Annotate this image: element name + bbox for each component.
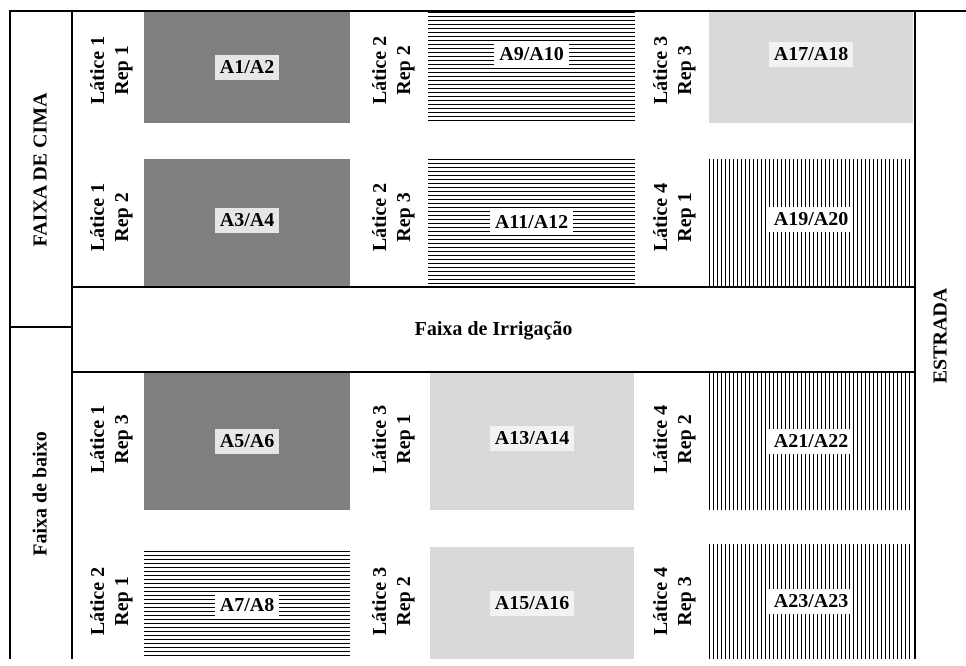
- irrigation-band-label: Faixa de Irrigação: [414, 318, 573, 340]
- plot-a7-a8: A7/A8: [144, 551, 350, 659]
- plot-a9-a10: A9/A10: [428, 12, 635, 123]
- plot-label: A3/A4: [214, 208, 280, 233]
- plot-label: A11/A12: [489, 210, 574, 235]
- plot-a23-a23: A23/A23: [709, 544, 913, 659]
- plot-label: A5/A6: [214, 429, 280, 454]
- latice-rep-label: Látice 1 Rep 3: [87, 404, 133, 474]
- plot-label: A13/A14: [489, 426, 575, 451]
- latice-rep-label: Látice 3 Rep 2: [369, 566, 415, 636]
- plot-label: A21/A22: [768, 429, 854, 454]
- left-column-divider: [9, 326, 73, 328]
- latice-rep-label: Látice 3 Rep 3: [650, 35, 696, 105]
- plot-a11-a12: A11/A12: [428, 159, 635, 286]
- latice-rep-label: Látice 4 Rep 1: [650, 182, 696, 252]
- latice-rep-label: Látice 2 Rep 2: [369, 35, 415, 105]
- plot-a15-a16: A15/A16: [430, 547, 634, 659]
- plot-a1-a2: A1/A2: [144, 12, 350, 123]
- plot-a19-a20: A19/A20: [709, 159, 913, 286]
- plot-label: A7/A8: [214, 592, 280, 618]
- plot-a21-a22: A21/A22: [709, 373, 913, 510]
- latice-rep-label: Látice 1 Rep 1: [87, 35, 133, 105]
- plot-a3-a4: A3/A4: [144, 159, 350, 286]
- latice-rep-label: Látice 4 Rep 3: [650, 566, 696, 636]
- latice-rep-label: Látice 3 Rep 1: [369, 404, 415, 474]
- frame-right-border: [914, 10, 916, 659]
- irrigation-band-top-border: [71, 286, 916, 288]
- plot-label: A17/A18: [768, 42, 854, 67]
- latice-rep-label: Látice 2 Rep 1: [87, 566, 133, 636]
- frame-left-border: [9, 10, 11, 659]
- plot-label: A19/A20: [768, 207, 854, 232]
- irrigation-band-bottom-border: [71, 371, 916, 373]
- latice-rep-label: Látice 2 Rep 3: [369, 182, 415, 252]
- road-label: ESTRADA: [929, 287, 952, 384]
- plot-label: A15/A16: [489, 590, 575, 616]
- lower-strip-label: Faixa de baixo: [29, 431, 52, 556]
- plot-a13-a14: A13/A14: [430, 373, 634, 510]
- latice-rep-label: Látice 4 Rep 2: [650, 404, 696, 474]
- frame-top-border: [9, 10, 966, 12]
- latice-rep-label: Látice 1 Rep 2: [87, 182, 133, 252]
- plot-label: A23/A23: [768, 589, 854, 614]
- plot-a5-a6: A5/A6: [144, 373, 350, 510]
- upper-strip-label: FAIXA DE CIMA: [29, 91, 52, 247]
- plot-a17-a18: A17/A18: [709, 12, 913, 123]
- plot-label: A1/A2: [214, 55, 280, 80]
- frame-inner-left-border: [71, 10, 73, 659]
- irrigation-band: Faixa de Irrigação: [73, 288, 914, 371]
- plot-label: A9/A10: [494, 42, 569, 67]
